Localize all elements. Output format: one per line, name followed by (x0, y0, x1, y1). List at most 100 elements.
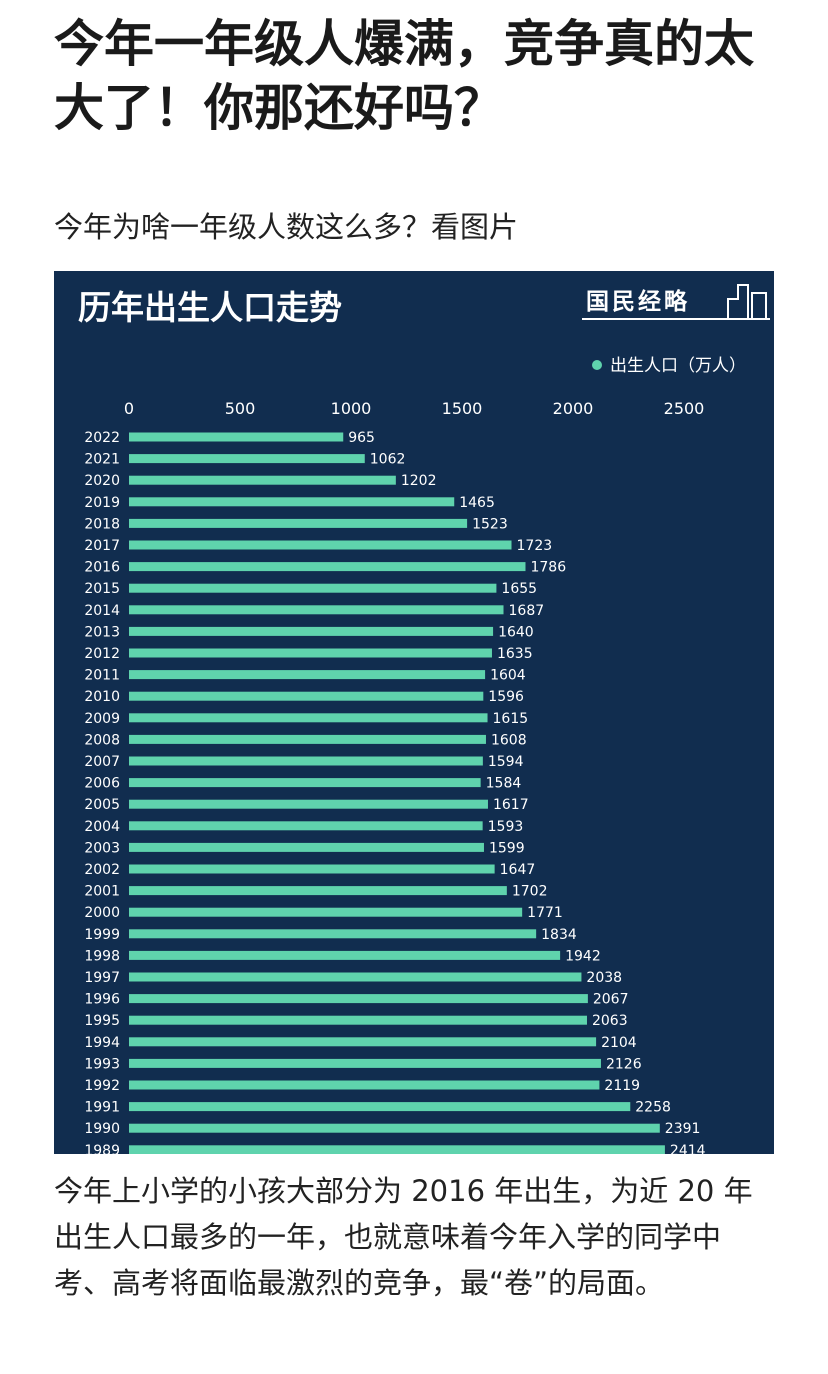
data-label: 1723 (517, 538, 553, 554)
data-label: 1702 (512, 884, 548, 900)
legend-marker (592, 360, 602, 370)
bar (129, 886, 507, 896)
y-tick-label: 2020 (84, 473, 120, 489)
y-tick-label: 1991 (84, 1100, 120, 1116)
bar (129, 713, 488, 723)
data-label: 1647 (500, 862, 536, 878)
x-tick-label: 2000 (553, 399, 594, 418)
legend: 出生人口（万人） (592, 356, 746, 376)
bar (129, 454, 365, 464)
y-tick-label: 1989 (84, 1143, 120, 1154)
y-tick-label: 2012 (84, 646, 120, 662)
chart-title: 历年出生人口走势 (78, 288, 342, 327)
data-label: 2067 (593, 992, 629, 1008)
birth-population-chart: 历年出生人口走势 国民经略 出生人口（万人） 0 500 1000 1500 2000 2… (78, 284, 770, 1154)
chart-image: 历年出生人口走势 国民经略 出生人口（万人） 0 500 1000 1500 2000 2… (54, 271, 774, 1154)
building-icon (582, 284, 770, 320)
bar (129, 994, 588, 1004)
data-label: 1942 (565, 948, 601, 964)
y-tick-label: 2002 (84, 862, 120, 878)
y-tick-label: 2015 (84, 581, 120, 597)
y-tick-label: 2005 (84, 797, 120, 813)
bar (129, 864, 495, 874)
article-title: 今年一年级人爆满，竞争真的太大了！你那还好吗？ (54, 15, 754, 137)
data-label: 2391 (665, 1121, 701, 1137)
bar (129, 1058, 601, 1068)
data-label: 1594 (488, 754, 524, 770)
bar (129, 799, 488, 809)
data-label: 1604 (490, 668, 526, 684)
y-tick-label: 1996 (84, 992, 120, 1008)
bar (129, 907, 523, 917)
data-label: 2414 (670, 1143, 706, 1154)
data-label: 1687 (509, 603, 545, 619)
data-label: 1584 (486, 776, 522, 792)
bar (129, 842, 484, 852)
data-label: 1771 (527, 905, 563, 921)
data-label: 1523 (472, 516, 508, 532)
data-label: 1635 (497, 646, 533, 662)
bar (129, 626, 494, 636)
data-label: 1655 (501, 581, 537, 597)
article-subtitle: 今年为啥一年级人数这么多？看图片 (54, 210, 519, 244)
data-label: 1786 (530, 560, 566, 576)
y-tick-label: 2017 (84, 538, 120, 554)
bar (129, 670, 486, 680)
data-label: 1834 (541, 927, 577, 943)
y-tick-label: 2009 (84, 711, 120, 727)
bar (129, 1015, 587, 1025)
x-tick-label: 1500 (442, 399, 483, 418)
article-caption: 今年上小学的小孩大部分为 2016 年出生，为近 20 年出生人口最多的一年，也… (54, 1174, 753, 1300)
y-tick-label: 1999 (84, 927, 120, 943)
bar (129, 497, 455, 507)
bar (129, 821, 483, 831)
data-label: 2258 (635, 1100, 671, 1116)
y-tick-label: 2006 (84, 776, 120, 792)
y-tick-label: 1992 (84, 1078, 120, 1094)
y-tick-label: 2008 (84, 732, 120, 748)
bar (129, 756, 483, 766)
y-tick-label: 2004 (84, 819, 120, 835)
y-tick-label: 2007 (84, 754, 120, 770)
bar (129, 432, 344, 442)
y-tick-label: 2022 (84, 430, 120, 446)
bar (129, 605, 504, 615)
legend-label: 出生人口（万人） (610, 356, 746, 376)
bar (129, 778, 481, 788)
bar (129, 929, 537, 939)
data-label: 1596 (488, 689, 524, 705)
data-label: 1615 (493, 711, 529, 727)
data-label: 2038 (586, 970, 622, 986)
y-tick-label: 2018 (84, 516, 120, 532)
data-label: 1617 (493, 797, 529, 813)
bar (129, 734, 486, 744)
bar (129, 648, 492, 658)
y-tick-label: 1998 (84, 948, 120, 964)
y-tick-label: 1997 (84, 970, 120, 986)
data-label: 1202 (401, 473, 437, 489)
bar (129, 1037, 597, 1047)
data-label: 1608 (491, 732, 527, 748)
y-tick-label: 2019 (84, 495, 120, 511)
y-tick-label: 2016 (84, 560, 120, 576)
data-label: 1640 (498, 624, 534, 640)
data-label: 1465 (459, 495, 495, 511)
data-label: 2104 (601, 1035, 637, 1051)
y-tick-label: 2021 (84, 452, 120, 468)
bar (129, 1080, 600, 1090)
bar (129, 1145, 665, 1154)
bar (129, 540, 512, 550)
data-label: 1599 (489, 840, 525, 856)
bars: 2022 965 2021 1062 2020 1202 2019 1465 2018 1523 2… (84, 430, 706, 1154)
y-tick-label: 1995 (84, 1013, 120, 1029)
y-tick-label: 2014 (84, 603, 120, 619)
y-tick-label: 2011 (84, 668, 120, 684)
bar (129, 518, 468, 528)
y-tick-label: 1990 (84, 1121, 120, 1137)
bar (129, 583, 497, 593)
data-label: 965 (348, 430, 375, 446)
y-tick-label: 2003 (84, 840, 120, 856)
y-tick-label: 2000 (84, 905, 120, 921)
bar (129, 475, 396, 485)
data-label: 2126 (606, 1056, 642, 1072)
